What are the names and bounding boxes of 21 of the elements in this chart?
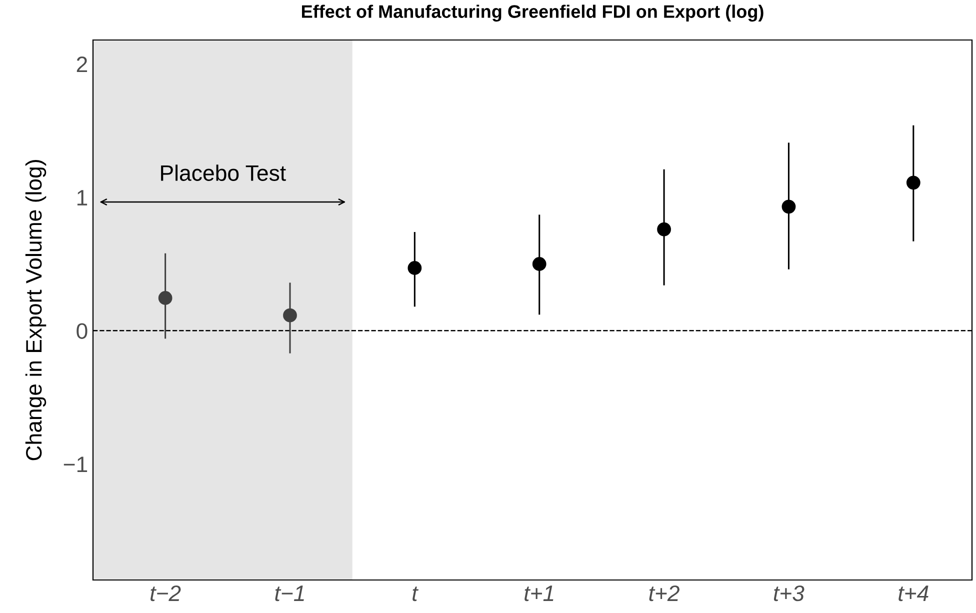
y-tick-label: 0: [76, 323, 88, 339]
point: [408, 261, 422, 275]
point: [782, 200, 796, 214]
x-tick-label: t+4: [898, 586, 928, 602]
point: [532, 257, 546, 271]
y-axis-title: Change in Export Volume (log): [25, 160, 46, 460]
x-tick-label: t−1: [275, 586, 304, 602]
x-tick-label: t+2: [649, 585, 680, 602]
point: [283, 308, 297, 322]
y-tick-label: −1: [64, 456, 88, 472]
x-tick-label: t+3: [774, 585, 804, 602]
chart-title: Effect of Manufacturing Greenfield FDI on Export (log): [302, 4, 764, 22]
point: [906, 176, 920, 190]
y-tick-label: 2: [76, 56, 88, 72]
point: [657, 222, 671, 236]
x-tick-label: t+1: [524, 586, 554, 602]
y-tick-label: 1: [77, 190, 88, 206]
x-tick-label: t−2: [150, 585, 181, 602]
point: [158, 291, 172, 305]
x-tick-label: t: [412, 586, 419, 602]
band-label: Placebo Test: [161, 164, 286, 181]
